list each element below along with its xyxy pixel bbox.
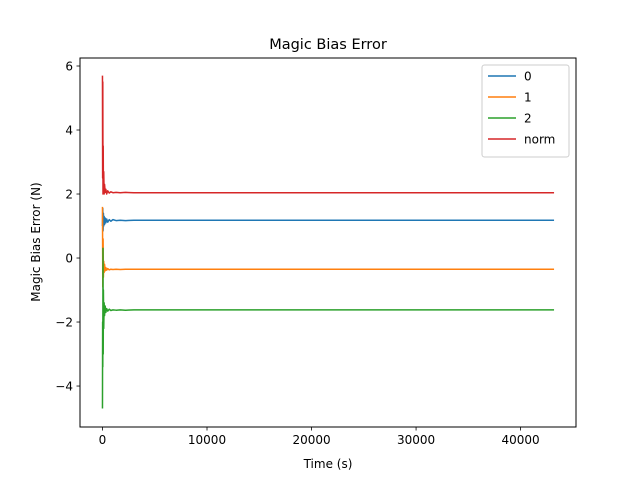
series-line-2 (101, 247, 555, 409)
plot-frame (79, 57, 577, 428)
legend-label: norm (524, 132, 555, 146)
legend-box (481, 64, 570, 158)
legend: 0 1 2 norm (481, 64, 570, 158)
y-axis: −4 −2 0 2 4 6 (55, 59, 80, 393)
x-tick-label: 40000 (502, 433, 540, 447)
y-tick-label: 2 (65, 187, 73, 201)
x-tick-label: 10000 (188, 433, 226, 447)
legend-label: 1 (524, 90, 532, 104)
legend-label: 2 (524, 111, 532, 125)
x-tick-label: 0 (99, 433, 107, 447)
series-layer (101, 75, 555, 409)
y-axis-label: Magic Bias Error (N) (29, 182, 43, 301)
chart-title: Magic Bias Error (269, 37, 387, 53)
y-tick-label: 6 (65, 59, 73, 73)
y-tick-label: 0 (65, 251, 73, 265)
x-axis-label: Time (s) (303, 457, 353, 471)
y-tick-label: −2 (55, 315, 73, 329)
y-tick-label: 4 (65, 123, 73, 137)
series-line-norm (101, 75, 555, 195)
y-tick-label: −4 (55, 379, 73, 393)
x-tick-label: 20000 (292, 433, 330, 447)
series-line-0 (101, 207, 555, 232)
x-tick-label: 30000 (397, 433, 435, 447)
x-axis: 0 10000 20000 30000 40000 (99, 427, 540, 447)
legend-label: 0 (524, 69, 532, 83)
